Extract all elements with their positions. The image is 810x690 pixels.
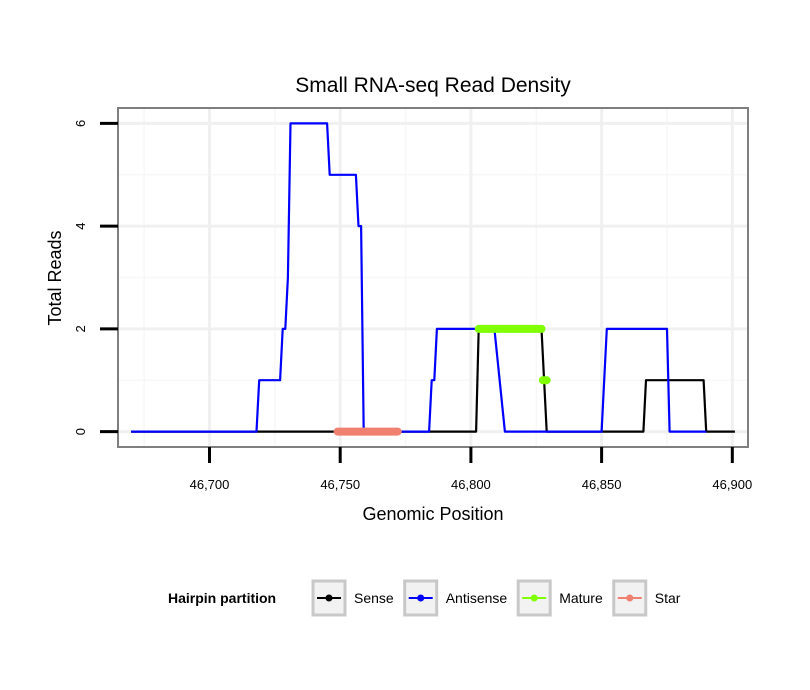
x-tick-label: 46,800 xyxy=(451,477,491,492)
legend-item-sense: Sense xyxy=(311,579,394,617)
legend-key-point xyxy=(626,594,634,602)
legend-label: Antisense xyxy=(446,590,508,606)
legend-item-antisense: Antisense xyxy=(403,579,508,617)
legend-item-star: Star xyxy=(612,579,681,617)
legend-label: Sense xyxy=(354,590,394,606)
series-line-antisense xyxy=(131,122,707,433)
chart-title: Small RNA-seq Read Density xyxy=(295,74,571,97)
legend-label: Star xyxy=(655,590,681,606)
plot-border xyxy=(117,107,749,448)
x-tick-label: 46,700 xyxy=(190,477,230,492)
series-layer xyxy=(131,122,735,433)
y-axis-label: Total Reads xyxy=(45,230,65,325)
legend-label: Mature xyxy=(559,590,603,606)
y-tick-label: 0 xyxy=(73,428,88,435)
x-tick-label: 46,750 xyxy=(320,477,360,492)
x-axis-label: Genomic Position xyxy=(362,504,503,524)
legend-key-point xyxy=(530,594,538,602)
legend-key-point xyxy=(417,594,425,602)
y-tick-label: 6 xyxy=(73,120,88,127)
y-axis: 0 2 4 6 xyxy=(73,120,118,435)
legend: Hairpin partition Sense Antisense Mature St… xyxy=(168,579,681,617)
legend-title: Hairpin partition xyxy=(168,590,276,606)
x-tick-label: 46,900 xyxy=(712,477,752,492)
y-tick-label: 2 xyxy=(73,325,88,332)
y-tick-label: 4 xyxy=(73,223,88,230)
legend-key-point xyxy=(325,594,333,602)
x-axis: 46,700 46,750 46,800 46,850 46,900 xyxy=(190,447,752,492)
legend-item-mature: Mature xyxy=(516,579,603,617)
x-tick-label: 46,850 xyxy=(582,477,622,492)
highlight-layer xyxy=(333,324,551,436)
